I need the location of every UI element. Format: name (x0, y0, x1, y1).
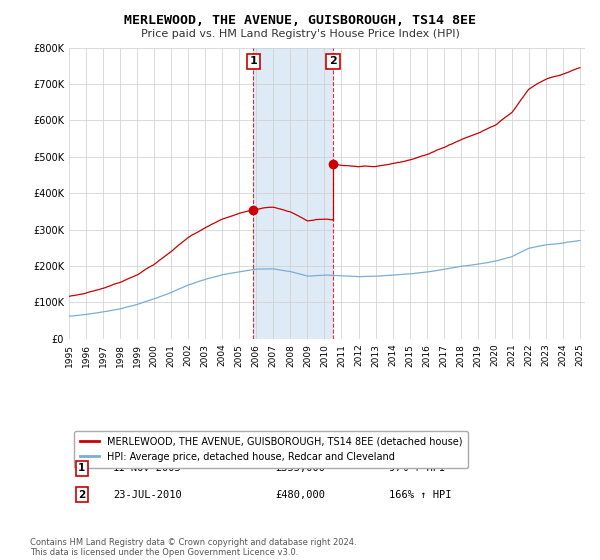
Text: 1: 1 (78, 463, 86, 473)
Text: 23-JUL-2010: 23-JUL-2010 (113, 489, 182, 500)
Text: 2: 2 (329, 57, 337, 66)
Text: £480,000: £480,000 (275, 489, 325, 500)
Text: £355,000: £355,000 (275, 463, 325, 473)
Legend: MERLEWOOD, THE AVENUE, GUISBOROUGH, TS14 8EE (detached house), HPI: Average pric: MERLEWOOD, THE AVENUE, GUISBOROUGH, TS14… (74, 431, 468, 468)
Text: MERLEWOOD, THE AVENUE, GUISBOROUGH, TS14 8EE: MERLEWOOD, THE AVENUE, GUISBOROUGH, TS14… (124, 14, 476, 27)
Text: 97% ↑ HPI: 97% ↑ HPI (389, 463, 445, 473)
Text: 166% ↑ HPI: 166% ↑ HPI (389, 489, 451, 500)
Text: 1: 1 (250, 57, 257, 66)
Text: Price paid vs. HM Land Registry's House Price Index (HPI): Price paid vs. HM Land Registry's House … (140, 29, 460, 39)
Text: 2: 2 (78, 489, 86, 500)
Bar (253, 48, 333, 339)
Text: Contains HM Land Registry data © Crown copyright and database right 2024.
This d: Contains HM Land Registry data © Crown c… (30, 538, 356, 557)
Text: 11-NOV-2005: 11-NOV-2005 (113, 463, 182, 473)
